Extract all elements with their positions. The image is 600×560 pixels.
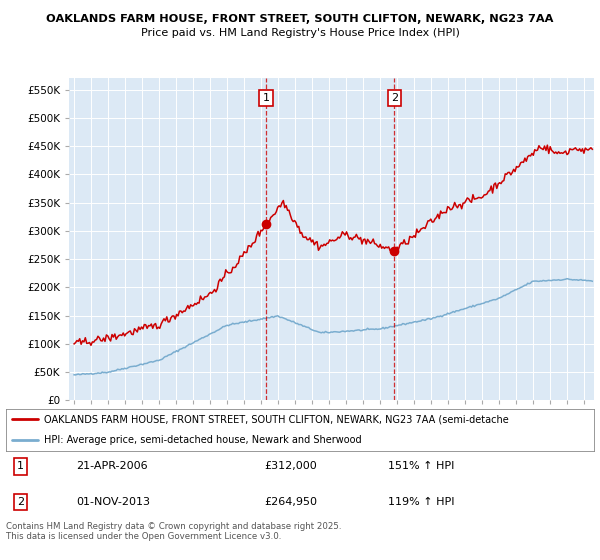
Text: 01-NOV-2013: 01-NOV-2013 bbox=[77, 497, 151, 507]
Text: 151% ↑ HPI: 151% ↑ HPI bbox=[388, 461, 455, 472]
Text: HPI: Average price, semi-detached house, Newark and Sherwood: HPI: Average price, semi-detached house,… bbox=[44, 435, 362, 445]
Text: 119% ↑ HPI: 119% ↑ HPI bbox=[388, 497, 455, 507]
Text: OAKLANDS FARM HOUSE, FRONT STREET, SOUTH CLIFTON, NEWARK, NG23 7AA (semi-detache: OAKLANDS FARM HOUSE, FRONT STREET, SOUTH… bbox=[44, 414, 509, 424]
Text: OAKLANDS FARM HOUSE, FRONT STREET, SOUTH CLIFTON, NEWARK, NG23 7AA: OAKLANDS FARM HOUSE, FRONT STREET, SOUTH… bbox=[46, 14, 554, 24]
Text: Price paid vs. HM Land Registry's House Price Index (HPI): Price paid vs. HM Land Registry's House … bbox=[140, 28, 460, 38]
Text: 2: 2 bbox=[391, 93, 398, 103]
Text: £264,950: £264,950 bbox=[265, 497, 318, 507]
Text: 1: 1 bbox=[17, 461, 24, 472]
Text: 21-APR-2006: 21-APR-2006 bbox=[77, 461, 148, 472]
Text: Contains HM Land Registry data © Crown copyright and database right 2025.
This d: Contains HM Land Registry data © Crown c… bbox=[6, 522, 341, 542]
Text: 2: 2 bbox=[17, 497, 24, 507]
Text: 1: 1 bbox=[263, 93, 269, 103]
Text: £312,000: £312,000 bbox=[265, 461, 317, 472]
